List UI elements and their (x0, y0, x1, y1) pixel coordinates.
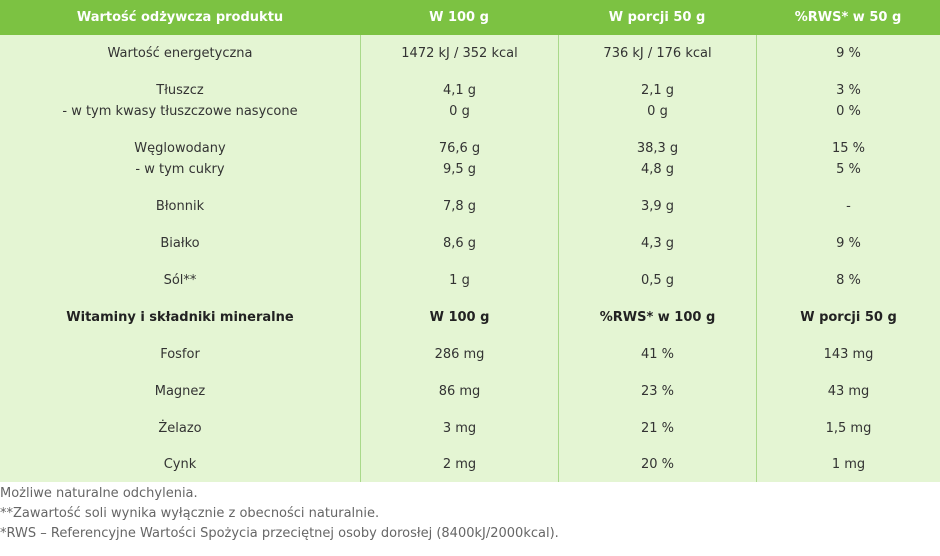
value-rws: 8 % (756, 262, 940, 299)
nutrition-rows: Wartość energetyczna 1472 kJ / 352 kcal 73… (0, 35, 940, 299)
vitamin-per-100g: 286 mg (360, 336, 558, 373)
value-per-portion: 736 kJ / 176 kcal (558, 35, 756, 72)
value-per-100g: 76,6 g 9,5 g (360, 130, 558, 188)
vitamin-rws: 20 % (558, 447, 756, 482)
vitamins-header-per-100g: W 100 g (360, 299, 558, 336)
value-rws: - (756, 188, 940, 225)
nutrition-row: Białko 8,6 g 4,3 g 9 % (0, 225, 940, 262)
nutrition-row: Wartość energetyczna 1472 kJ / 352 kcal 73… (0, 35, 940, 72)
nutrient-name: Błonnik (0, 188, 360, 225)
value-rws: 9 % (756, 35, 940, 72)
footnotes: Możliwe naturalne odchylenia. **Zawartoś… (0, 484, 940, 544)
nutrient-name: Sól** (0, 262, 360, 299)
nutrient-name-line: - w tym cukry (135, 162, 225, 177)
value-rws-line: 8 % (836, 273, 861, 288)
value-per-100g: 7,8 g (360, 188, 558, 225)
value-per-100g-line: 7,8 g (442, 199, 477, 214)
value-per-portion-line: 0,5 g (640, 273, 675, 288)
table-header-row: Wartość odżywcza produktu W 100 g W porc… (0, 0, 940, 35)
value-per-100g-line: 4,1 g (442, 83, 477, 98)
value-rws-line: 15 % (831, 141, 866, 156)
vitamin-per-portion: 1 mg (756, 447, 940, 482)
vitamin-rws: 21 % (558, 410, 756, 447)
nutrient-name-line: Wartość energetyczna (107, 46, 253, 61)
value-per-portion-line: 0 g (647, 104, 668, 119)
value-per-portion-line: 38,3 g (636, 141, 679, 156)
vitamin-per-100g: 3 mg (360, 410, 558, 447)
value-per-portion: 4,3 g (558, 225, 756, 262)
value-per-portion-line: 736 kJ / 176 kcal (603, 46, 712, 61)
value-rws: 3 % 0 % (756, 72, 940, 130)
vitamin-row: Magnez 86 mg 23 % 43 mg (0, 373, 940, 410)
vitamin-name: Fosfor (0, 336, 360, 373)
vitamin-per-100g: 2 mg (360, 447, 558, 482)
vitamin-per-portion: 1,5 mg (756, 410, 940, 447)
header-nutrition-value: Wartość odżywcza produktu (76, 10, 284, 25)
value-rws-line: - (846, 199, 851, 214)
header-per-portion: W porcji 50 g (608, 10, 706, 25)
value-rws-line: 9 % (836, 236, 861, 251)
footnote-deviation: Możliwe naturalne odchylenia. (0, 486, 198, 501)
header-per-100g: W 100 g (429, 10, 489, 25)
vitamins-header-rws: %RWS* w 100 g (558, 299, 756, 336)
value-rws-line: 9 % (836, 46, 861, 61)
vitamin-rws: 41 % (558, 336, 756, 373)
vitamin-rows: Fosfor 286 mg 41 % 143 mg Magnez 86 mg 23 % 43 … (0, 336, 940, 484)
vitamin-name: Cynk (0, 447, 360, 482)
value-per-100g-line: 9,5 g (442, 162, 477, 177)
nutrient-name-line: Węglowodany (134, 141, 226, 156)
nutrient-name-line: - w tym kwasy tłuszczowe nasycone (62, 104, 298, 119)
value-per-100g: 1472 kJ / 352 kcal (360, 35, 558, 72)
vitamin-rws: 23 % (558, 373, 756, 410)
vitamins-header-label: Witaminy i składniki mineralne (0, 299, 360, 336)
header-rws: %RWS* w 50 g (794, 10, 902, 25)
nutrient-name-line: Białko (160, 236, 200, 251)
value-per-portion-line: 2,1 g (640, 83, 675, 98)
value-per-100g: 8,6 g (360, 225, 558, 262)
vitamin-per-100g: 86 mg (360, 373, 558, 410)
nutrient-name-line: Błonnik (155, 199, 205, 214)
value-per-100g-line: 1 g (449, 273, 470, 288)
nutrition-row: Sól** 1 g 0,5 g 8 % (0, 262, 940, 299)
value-per-100g-line: 0 g (449, 104, 470, 119)
nutrition-row: Błonnik 7,8 g 3,9 g - (0, 188, 940, 225)
value-rws-line: 0 % (836, 104, 861, 119)
vitamin-per-portion: 43 mg (756, 373, 940, 410)
value-per-100g-line: 1472 kJ / 352 kcal (401, 46, 518, 61)
vitamin-row: Fosfor 286 mg 41 % 143 mg (0, 336, 940, 373)
value-per-portion-line: 4,3 g (640, 236, 675, 251)
vitamin-name: Żelazo (0, 410, 360, 447)
value-per-100g: 1 g (360, 262, 558, 299)
value-per-100g-line: 8,6 g (442, 236, 477, 251)
vitamin-row: Żelazo 3 mg 21 % 1,5 mg (0, 410, 940, 447)
value-per-100g: 4,1 g 0 g (360, 72, 558, 130)
nutrient-name-line: Sól** (163, 273, 197, 288)
vitamin-name: Magnez (0, 373, 360, 410)
value-rws: 15 % 5 % (756, 130, 940, 188)
nutrient-name-line: Tłuszcz (156, 83, 204, 98)
value-rws-line: 5 % (836, 162, 861, 177)
footnote-salt: **Zawartość soli wynika wyłącznie z obec… (0, 506, 380, 521)
nutrition-table: Wartość odżywcza produktu W 100 g W porc… (0, 0, 940, 484)
nutrient-name: Białko (0, 225, 360, 262)
nutrient-name: Wartość energetyczna (0, 35, 360, 72)
value-per-portion: 38,3 g 4,8 g (558, 130, 756, 188)
value-per-portion-line: 4,8 g (640, 162, 675, 177)
vitamin-per-portion: 143 mg (756, 336, 940, 373)
value-rws-line: 3 % (836, 83, 861, 98)
value-per-portion: 3,9 g (558, 188, 756, 225)
nutrition-row: Węglowodany - w tym cukry 76,6 g 9,5 g 38,3 … (0, 130, 940, 188)
nutrient-name: Węglowodany - w tym cukry (0, 130, 360, 188)
value-per-100g-line: 76,6 g (438, 141, 481, 156)
value-rws: 9 % (756, 225, 940, 262)
vitamins-header-row: Witaminy i składniki mineralne W 100 g %… (0, 299, 940, 336)
vitamins-header-per-portion: W porcji 50 g (756, 299, 940, 336)
value-per-portion: 2,1 g 0 g (558, 72, 756, 130)
value-per-portion-line: 3,9 g (640, 199, 675, 214)
nutrient-name: Tłuszcz - w tym kwasy tłuszczowe nasycone (0, 72, 360, 130)
footnote-rws: *RWS – Referencyjne Wartości Spożycia pr… (0, 526, 559, 541)
vitamin-row: Cynk 2 mg 20 % 1 mg (0, 447, 940, 484)
nutrition-row: Tłuszcz - w tym kwasy tłuszczowe nasycone… (0, 72, 940, 130)
value-per-portion: 0,5 g (558, 262, 756, 299)
